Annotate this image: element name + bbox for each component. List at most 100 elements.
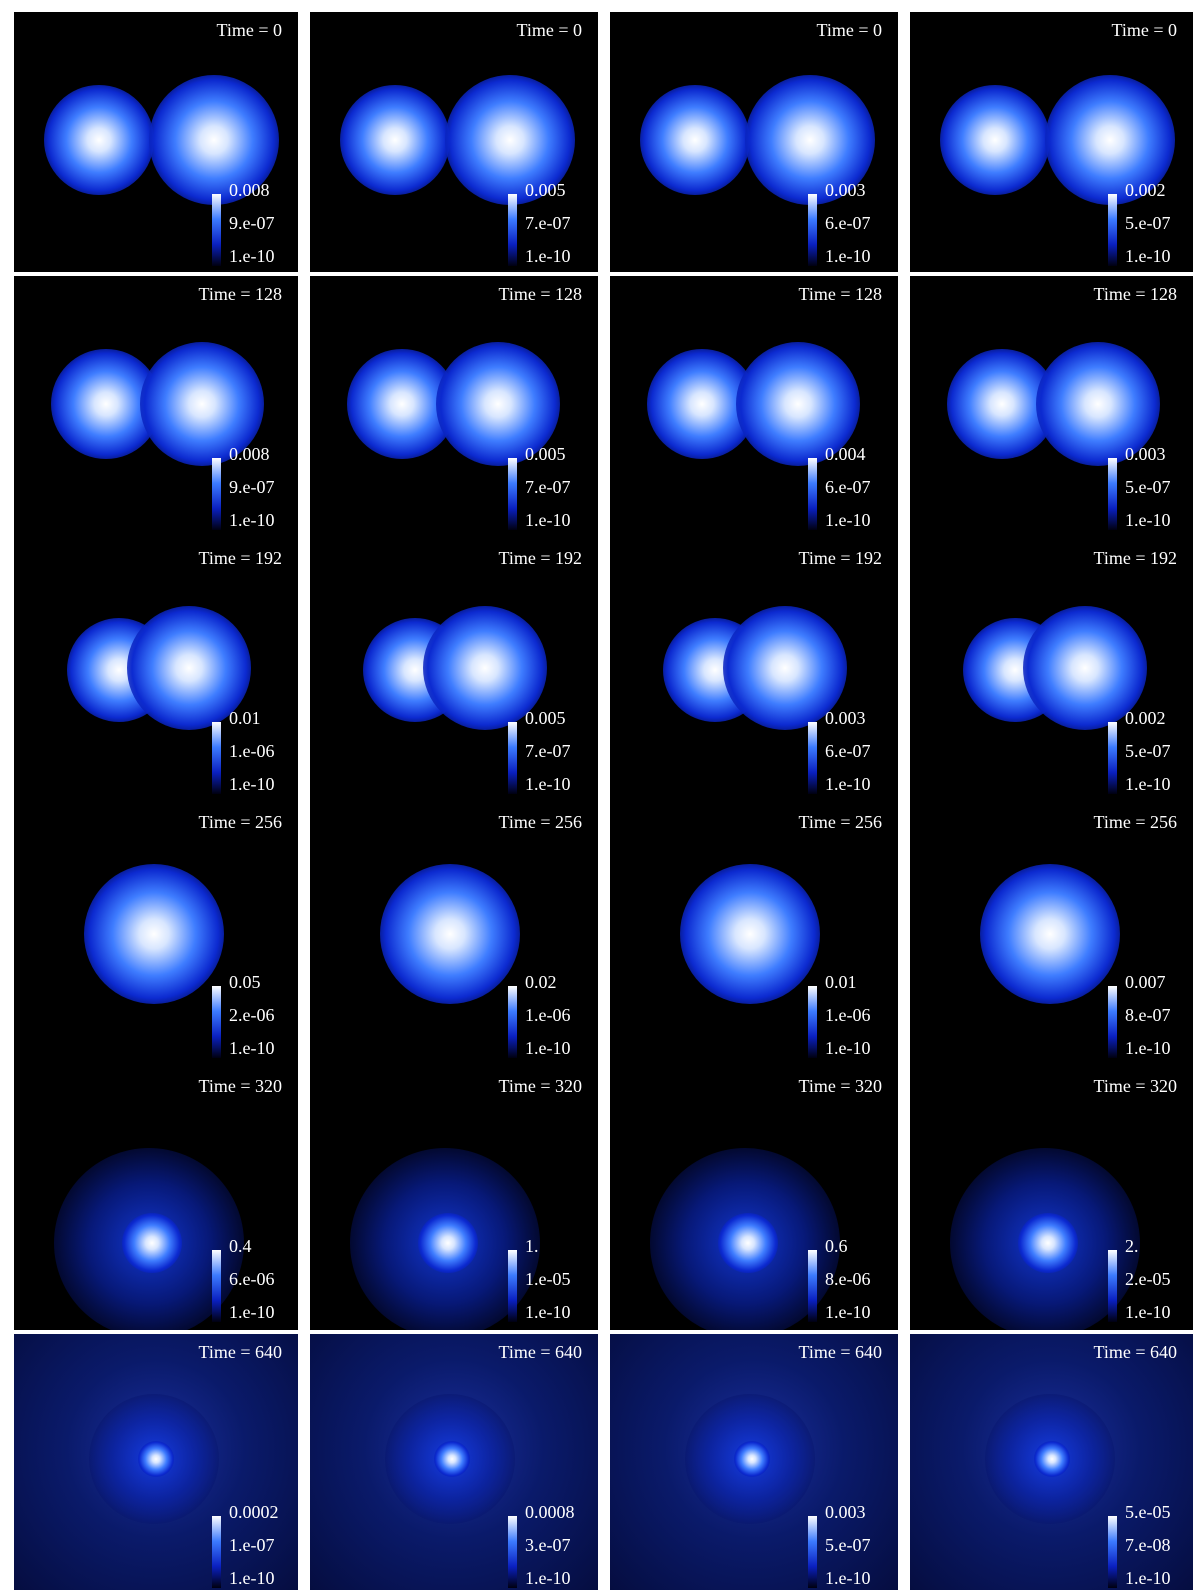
colorbar-label: 7.e-07 (525, 213, 570, 234)
time-label: Time = 128 (198, 284, 282, 305)
density-blob (718, 1213, 778, 1273)
colorbar-label: 1.e-10 (229, 1302, 274, 1323)
colorbar-label: 0.004 (825, 444, 866, 465)
time-label: Time = 256 (798, 812, 882, 833)
colorbar-label: 1.e-10 (1125, 510, 1170, 531)
simulation-panel: Time = 00.0036.e-071.e-10 (610, 12, 898, 272)
colorbar (808, 986, 817, 1058)
colorbar (1108, 458, 1117, 530)
colorbar-label: 1.e-10 (825, 1302, 870, 1323)
colorbar (808, 1250, 817, 1322)
colorbar-label: 2. (1125, 1236, 1139, 1257)
colorbar-label: 7.e-07 (525, 741, 570, 762)
colorbar-label: 0.007 (1125, 972, 1166, 993)
colorbar-label: 1.e-10 (825, 246, 870, 267)
colorbar (508, 986, 517, 1058)
colorbar-label: 1.e-10 (825, 1568, 870, 1589)
colorbar-label: 7.e-07 (525, 477, 570, 498)
colorbar-label: 1.e-10 (825, 1038, 870, 1059)
colorbar-label: 1.e-10 (229, 510, 274, 531)
density-blob (418, 1213, 478, 1273)
colorbar (508, 1516, 517, 1588)
density-blob (680, 864, 820, 1004)
colorbar-label: 1.e-06 (525, 1005, 570, 1026)
colorbar (508, 458, 517, 530)
simulation-panel: Time = 6400.00021.e-071.e-10 (14, 1334, 298, 1590)
time-label: Time = 128 (798, 284, 882, 305)
density-blob (940, 85, 1050, 195)
simulation-panel: Time = 6405.e-057.e-081.e-10 (910, 1334, 1193, 1590)
colorbar (1108, 1250, 1117, 1322)
density-blob (734, 1441, 770, 1477)
colorbar-label: 1. (525, 1236, 539, 1257)
colorbar-label: 0.003 (825, 1502, 866, 1523)
density-blob (980, 864, 1120, 1004)
colorbar-label: 0.01 (229, 708, 261, 729)
colorbar-label: 6.e-07 (825, 477, 870, 498)
colorbar-label: 0.003 (825, 708, 866, 729)
colorbar-label: 0.003 (825, 180, 866, 201)
colorbar (212, 986, 221, 1058)
time-label: Time = 320 (1093, 1076, 1177, 1097)
density-blob (44, 85, 154, 195)
colorbar-label: 0.01 (825, 972, 857, 993)
simulation-panel: Time = 256 0.007 8.e-07 1.e-10 (910, 804, 1193, 1068)
density-blob (640, 85, 750, 195)
simulation-panel: Time = 1920.0025.e-071.e-10 (910, 540, 1193, 804)
colorbar-label: 5.e-05 (1125, 1502, 1170, 1523)
simulation-panel: Time = 1280.0057.e-071.e-10 (310, 276, 598, 540)
simulation-panel: Time = 1280.0035.e-071.e-10 (910, 276, 1193, 540)
colorbar-label: 1.e-10 (525, 774, 570, 795)
colorbar-label: 1.e-10 (1125, 1038, 1170, 1059)
colorbar-label: 8.e-07 (1125, 1005, 1170, 1026)
colorbar-label: 8.e-06 (825, 1269, 870, 1290)
colorbar (212, 1516, 221, 1588)
time-label: Time = 640 (198, 1342, 282, 1363)
time-label: Time = 128 (498, 284, 582, 305)
colorbar-label: 5.e-07 (1125, 741, 1170, 762)
colorbar-label: 0.6 (825, 1236, 848, 1257)
colorbar-label: 9.e-07 (229, 477, 274, 498)
colorbar-label: 0.002 (1125, 180, 1166, 201)
density-blob (122, 1213, 182, 1273)
simulation-panel: Time = 192 0.005 7.e-07 1.e-10 (310, 540, 598, 804)
colorbar-label: 0.0008 (525, 1502, 575, 1523)
time-label: Time = 320 (198, 1076, 282, 1097)
colorbar-label: 1.e-10 (525, 1302, 570, 1323)
colorbar-label: 1.e-10 (1125, 1302, 1170, 1323)
colorbar (508, 722, 517, 794)
time-label: Time = 320 (498, 1076, 582, 1097)
simulation-panel: Time = 6400.0035.e-071.e-10 (610, 1334, 898, 1590)
time-label: Time = 128 (1093, 284, 1177, 305)
colorbar (1108, 194, 1117, 266)
colorbar-label: 2.e-05 (1125, 1269, 1170, 1290)
time-label: Time = 0 (216, 20, 282, 41)
density-blob (340, 85, 450, 195)
colorbar (808, 722, 817, 794)
colorbar-label: 0.005 (525, 444, 566, 465)
colorbar-label: 0.02 (525, 972, 557, 993)
density-blob (380, 864, 520, 1004)
simulation-panel: Time = 320 2. 2.e-05 1.e-10 (910, 1068, 1193, 1330)
colorbar-label: 1.e-07 (229, 1535, 274, 1556)
time-label: Time = 0 (816, 20, 882, 41)
colorbar-label: 1.e-06 (825, 1005, 870, 1026)
time-label: Time = 192 (798, 548, 882, 569)
density-blob (1034, 1441, 1070, 1477)
colorbar (1108, 1516, 1117, 1588)
time-label: Time = 640 (1093, 1342, 1177, 1363)
colorbar-label: 0.008 (229, 180, 270, 201)
colorbar-label: 0.05 (229, 972, 261, 993)
density-blob (138, 1441, 174, 1477)
time-label: Time = 192 (498, 548, 582, 569)
colorbar-label: 0.005 (525, 708, 566, 729)
time-label: Time = 256 (1093, 812, 1177, 833)
